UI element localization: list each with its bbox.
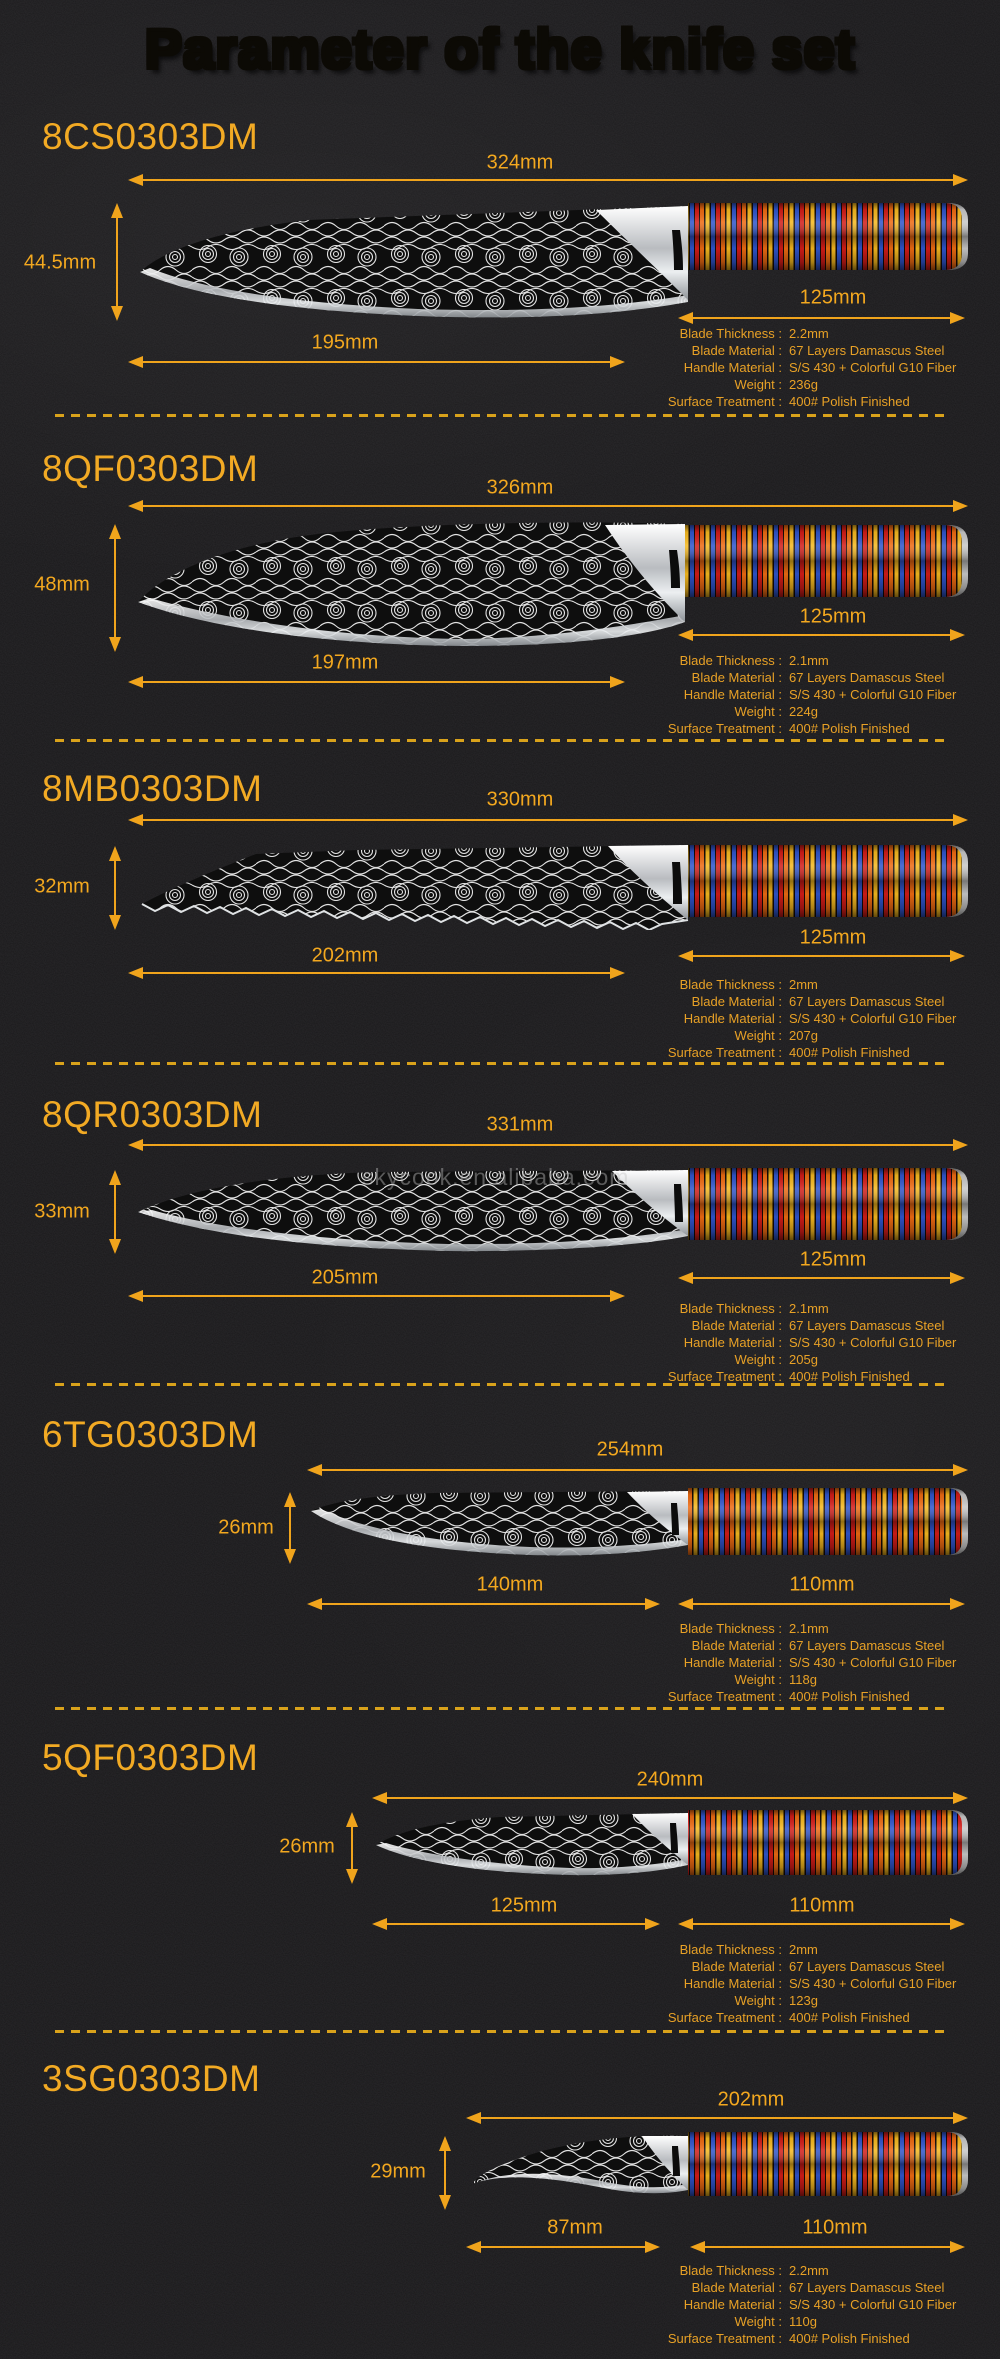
blade-height-label: 26mm (279, 1835, 335, 1858)
spec-table: Blade Thickness :2.2mm Blade Material :6… (667, 2263, 957, 2346)
overall-length-label: 331mm (486, 1113, 554, 1136)
blade-height-label: 29mm (370, 2160, 426, 2183)
blade-length-label: 195mm (311, 331, 379, 354)
knife-image-boning (311, 1488, 968, 1556)
section-divider (55, 1383, 948, 1386)
blade-height-label: 26mm (218, 1516, 274, 1539)
section-divider (55, 414, 948, 417)
handle-length-label: 110mm (802, 2216, 868, 2239)
blade-height-arrow (439, 2136, 451, 2210)
handle-length-label: 110mm (789, 1894, 855, 1917)
handle-length-arrow (678, 312, 965, 324)
handle-length-label: 110mm (789, 1573, 855, 1596)
blade-height-arrow (284, 1492, 296, 1564)
model-number: 8QF0303DM (42, 448, 259, 489)
overall-length-label: 330mm (486, 788, 554, 811)
spec-table: Blade Thickness :2.1mm Blade Material :6… (667, 1621, 957, 1704)
blade-length-label: 87mm (547, 2216, 603, 2239)
overall-length-label: 324mm (486, 151, 554, 174)
blade-length-arrow (372, 1918, 660, 1930)
overall-length-arrow (128, 814, 968, 826)
handle-length-arrow (678, 629, 965, 641)
model-number: 8MB0303DM (42, 768, 263, 809)
handle-length-arrow (678, 1918, 965, 1930)
model-number: 5QF0303DM (42, 1737, 259, 1778)
model-number: 8QR0303DM (42, 1094, 263, 1135)
handle-length-arrow (678, 1598, 965, 1610)
blade-height-arrow (111, 203, 123, 321)
blade-height-arrow (109, 524, 121, 652)
blade-height-label: 32mm (34, 875, 90, 898)
blade-length-arrow (128, 967, 625, 979)
blade-height-arrow (109, 846, 121, 930)
blade-length-label: 202mm (311, 944, 379, 967)
spec-table: Blade Thickness :2.1mm Blade Material :6… (667, 653, 957, 736)
blade-length-label: 125mm (490, 1894, 558, 1917)
overall-length-label: 254mm (596, 1438, 664, 1461)
overall-length-label: 240mm (636, 1768, 704, 1791)
section-divider (55, 739, 948, 742)
handle-length-label: 125mm (799, 286, 867, 309)
blade-height-arrow (109, 1170, 121, 1254)
spec-table: Blade Thickness :2mm Blade Material :67 … (667, 977, 957, 1060)
overall-length-arrow (307, 1464, 968, 1476)
spec-table: Blade Thickness :2mm Blade Material :67 … (667, 1942, 957, 2025)
overall-length-arrow (128, 500, 968, 512)
overall-length-arrow (466, 2112, 968, 2124)
section-divider (55, 1707, 948, 1710)
overall-length-arrow (128, 174, 968, 186)
handle-length-label: 125mm (799, 926, 867, 949)
handle-length-label: 125mm (799, 1248, 867, 1271)
blade-length-arrow (128, 1290, 625, 1302)
model-number: 6TG0303DM (42, 1414, 259, 1455)
section-divider (55, 1062, 948, 1065)
blade-height-label: 48mm (34, 573, 90, 596)
overall-length-label: 326mm (486, 476, 554, 499)
handle-length-arrow (678, 950, 965, 962)
model-number: 8CS0303DM (42, 116, 259, 157)
knife-image-bread (141, 845, 968, 930)
blade-height-label: 33mm (34, 1200, 90, 1223)
knife-image-paring (472, 2132, 968, 2196)
blade-length-label: 140mm (476, 1573, 544, 1596)
blade-height-label: 44.5mm (23, 251, 97, 274)
section-divider (55, 2030, 948, 2033)
overall-length-label: 202mm (717, 2088, 785, 2111)
overall-length-arrow (128, 1139, 968, 1151)
page-title: Parameter of the knife set (0, 16, 1000, 81)
overall-length-arrow (372, 1792, 968, 1804)
spec-table: Blade Thickness :2.1mm Blade Material :6… (667, 1301, 957, 1384)
blade-length-arrow (128, 356, 625, 368)
blade-length-arrow (128, 676, 625, 688)
model-number: 3SG0303DM (42, 2058, 261, 2099)
blade-height-arrow (346, 1812, 358, 1884)
watermark: skycook.en.alibaba.com (362, 1164, 630, 1190)
handle-length-label: 125mm (799, 605, 867, 628)
spec-table: Blade Thickness :2.2mm Blade Material :6… (667, 326, 957, 409)
handle-length-arrow (690, 2241, 965, 2253)
knife-image-utility (376, 1810, 968, 1876)
blade-length-label: 205mm (311, 1266, 379, 1289)
blade-length-arrow (307, 1598, 660, 1610)
handle-length-arrow (678, 1272, 965, 1284)
blade-length-label: 197mm (311, 651, 379, 674)
blade-length-arrow (466, 2241, 660, 2253)
